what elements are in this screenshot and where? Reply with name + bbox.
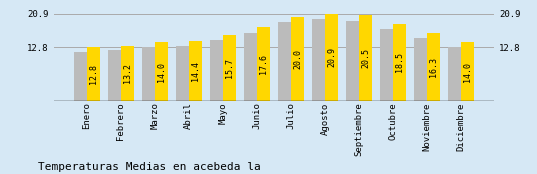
- Bar: [427, 33, 440, 101]
- Text: 16.3: 16.3: [429, 57, 438, 77]
- Text: 18.5: 18.5: [395, 52, 404, 72]
- Bar: [210, 40, 223, 101]
- Bar: [223, 35, 236, 101]
- Bar: [359, 15, 372, 101]
- Text: 12.8: 12.8: [89, 64, 98, 84]
- Bar: [291, 17, 304, 101]
- Bar: [380, 29, 393, 101]
- Bar: [278, 22, 291, 101]
- Text: 14.4: 14.4: [191, 61, 200, 81]
- Text: 14.0: 14.0: [157, 62, 166, 82]
- Bar: [142, 47, 155, 101]
- Text: 17.6: 17.6: [259, 54, 268, 74]
- Text: 14.0: 14.0: [463, 62, 472, 82]
- Text: 20.5: 20.5: [361, 48, 370, 68]
- Bar: [74, 52, 86, 101]
- Bar: [108, 50, 121, 101]
- Bar: [244, 33, 257, 101]
- Bar: [346, 21, 359, 101]
- Bar: [176, 46, 188, 101]
- Bar: [87, 48, 100, 101]
- Bar: [448, 47, 461, 101]
- Text: 20.9: 20.9: [327, 47, 336, 67]
- Text: 20.0: 20.0: [293, 49, 302, 69]
- Bar: [312, 19, 325, 101]
- Bar: [155, 42, 168, 101]
- Bar: [414, 38, 427, 101]
- Text: 15.7: 15.7: [225, 58, 234, 78]
- Bar: [393, 24, 406, 101]
- Bar: [121, 46, 134, 101]
- Text: Temperaturas Medias en acebeda la: Temperaturas Medias en acebeda la: [38, 162, 260, 172]
- Bar: [189, 41, 202, 101]
- Bar: [257, 27, 270, 101]
- Bar: [325, 14, 338, 101]
- Text: 13.2: 13.2: [123, 63, 132, 83]
- Bar: [461, 42, 474, 101]
